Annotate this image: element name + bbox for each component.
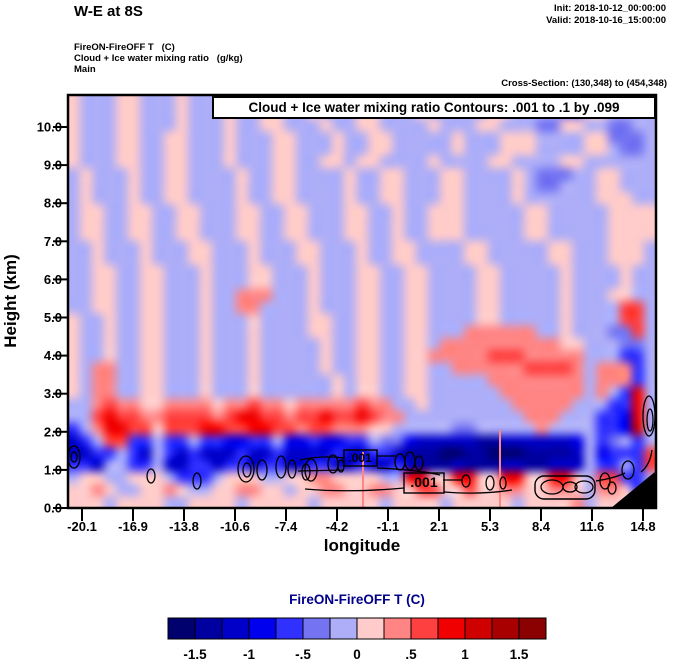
y-tick-label: 2.0 <box>44 424 62 439</box>
y-tick-label: 10.0 <box>37 120 62 135</box>
cross-section-label: Cross-Section: (130,348) to (454,348) <box>501 78 667 89</box>
x-tick-label: -10.6 <box>220 519 250 534</box>
colorbar-tick-label: -1 <box>243 647 255 662</box>
y-axis-title: Height (km) <box>1 254 20 348</box>
x-tick-label: -4.2 <box>326 519 348 534</box>
colorbar-cell <box>221 617 250 640</box>
contour-ellipse <box>599 472 611 490</box>
contour-ellipse <box>67 445 81 469</box>
contour-line <box>595 472 626 482</box>
contour-ellipse <box>287 459 297 479</box>
contour-line <box>443 489 513 494</box>
y-tick-label: 7.0 <box>44 234 62 249</box>
y-tick-label: 6.0 <box>44 272 62 287</box>
y-tick-label: 5.0 <box>44 310 62 325</box>
contour-ellipse <box>607 481 617 495</box>
plot-frame <box>66 93 658 510</box>
colorbar-cell <box>329 617 358 640</box>
x-tick-label: 8.4 <box>532 519 551 534</box>
colorbar-tick-label: .5 <box>405 647 417 662</box>
colorbar-cell <box>167 617 196 640</box>
contour-label-box <box>343 449 378 467</box>
x-tick-label: -7.4 <box>275 519 298 534</box>
colorbar-tick-label: 0 <box>353 647 361 662</box>
colorbar-cell <box>194 617 223 640</box>
contour-ellipse <box>146 468 156 484</box>
contour-line <box>304 487 405 492</box>
variable-line-difference: FireON-FireOFF T (C) <box>74 42 175 53</box>
contour-ellipse <box>404 451 416 471</box>
x-tick-label: 5.3 <box>481 519 499 534</box>
contour-ellipse <box>461 474 471 488</box>
init-timestamp: Init: 2018-10-12_00:00:00 <box>554 3 666 14</box>
y-tick-label: 4.0 <box>44 348 62 363</box>
contour-ellipse <box>275 455 287 479</box>
contour-label-box <box>534 475 596 500</box>
contour-ellipse <box>192 472 202 490</box>
terrain-mask <box>611 471 656 508</box>
contour-ellipse <box>304 458 318 482</box>
x-tick-label: 2.1 <box>430 519 448 534</box>
x-tick-label: 14.8 <box>630 519 655 534</box>
contour-banner: Cloud + Ice water mixing ratio Contours:… <box>212 96 656 119</box>
contour-label-box <box>403 472 445 494</box>
variable-line-mixing-ratio: Cloud + Ice water mixing ratio (g/kg) <box>74 53 243 64</box>
colorbar-cell <box>437 617 466 640</box>
contour-label: .001 <box>410 474 437 490</box>
x-tick-label: -20.1 <box>67 519 97 534</box>
colorbar-tick-label: -.5 <box>295 647 311 662</box>
colorbar-cell <box>302 617 331 640</box>
contour-ellipse <box>574 480 594 494</box>
contour-ellipse <box>562 481 578 493</box>
colorbar-tick-label: 1 <box>461 647 469 662</box>
contour-ellipse <box>485 475 495 491</box>
contour-ellipse <box>237 455 255 483</box>
colorbar-cell <box>491 617 520 640</box>
contour-ellipse <box>256 459 268 481</box>
contour-line <box>299 456 345 461</box>
contour-line <box>376 467 441 476</box>
contour-ellipse <box>242 462 252 478</box>
x-axis-title: longitude <box>324 536 400 555</box>
y-tick-label: 8.0 <box>44 196 62 211</box>
contour-label: .001 <box>348 451 372 465</box>
colorbar-cell <box>518 617 547 640</box>
colorbar-cell <box>356 617 385 640</box>
grid-label: Main <box>74 64 96 75</box>
x-tick-label: -13.8 <box>169 519 199 534</box>
x-tick-label: -1.1 <box>377 519 399 534</box>
y-tick-label: 0.0 <box>44 501 62 516</box>
contour-ellipse <box>70 451 78 463</box>
colorbar-cell <box>383 617 412 640</box>
contour-ellipse <box>394 453 406 471</box>
y-tick-label: 1.0 <box>44 462 62 477</box>
contour-line <box>640 449 653 473</box>
contour-ellipse <box>646 408 654 432</box>
colorbar-cell <box>410 617 439 640</box>
colorbar-title: FireON-FireOFF T (C) <box>289 592 425 607</box>
y-tick-label: 9.0 <box>44 158 62 173</box>
colorbar-cell <box>464 617 493 640</box>
page-title: W-E at 8S <box>74 3 143 20</box>
colorbar-tick-label: 1.5 <box>510 647 529 662</box>
contour-ellipse <box>414 455 424 471</box>
y-tick-label: 3.0 <box>44 386 62 401</box>
x-tick-label: -16.9 <box>118 519 148 534</box>
contour-ellipse <box>540 479 564 495</box>
x-tick-label: 11.6 <box>580 519 605 534</box>
contour-ellipse <box>621 460 635 480</box>
contour-ellipse <box>499 476 507 490</box>
colorbar-cell <box>275 617 304 640</box>
valid-timestamp: Valid: 2018-10-16_15:00:00 <box>546 14 666 26</box>
colorbar-cell <box>248 617 277 640</box>
colorbar-tick-label: -1.5 <box>183 647 207 662</box>
